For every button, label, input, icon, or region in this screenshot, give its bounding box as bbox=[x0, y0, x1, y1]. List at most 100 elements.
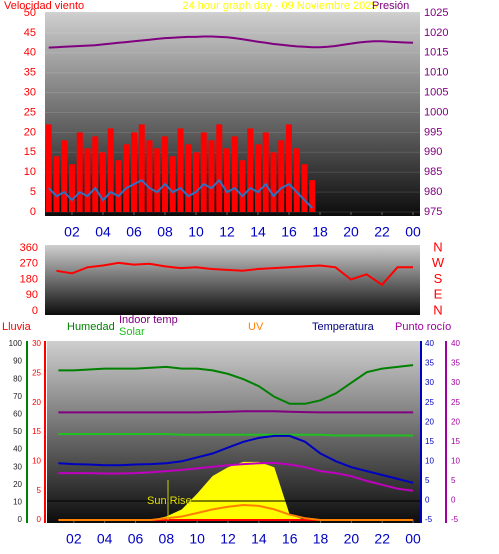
tick-label: 1010 bbox=[424, 67, 448, 79]
tick-label: N bbox=[433, 239, 442, 254]
bar bbox=[262, 132, 269, 212]
bar bbox=[255, 144, 262, 212]
bar bbox=[278, 140, 285, 212]
bar bbox=[301, 164, 308, 212]
tick-label: 35 bbox=[24, 67, 36, 79]
tick-label: 15 bbox=[451, 437, 460, 446]
x-tick-label: 04 bbox=[97, 531, 113, 547]
x-tick-label: 12 bbox=[219, 224, 235, 240]
bar bbox=[146, 140, 153, 212]
legend-dew: Punto rocío bbox=[395, 321, 451, 333]
bar bbox=[231, 136, 238, 212]
tick-label: 90 bbox=[26, 289, 38, 301]
tick-label: 0 bbox=[425, 496, 430, 505]
bar bbox=[76, 132, 83, 212]
legend-indoor: Indoor temp bbox=[119, 314, 178, 326]
tick-label: W bbox=[432, 255, 445, 270]
tick-label: 1020 bbox=[424, 27, 448, 39]
tick-label: 100 bbox=[9, 339, 23, 348]
bar bbox=[123, 144, 130, 212]
bar bbox=[161, 136, 168, 212]
bar bbox=[138, 124, 145, 212]
tick-label: 10 bbox=[451, 456, 460, 465]
tick-label: 180 bbox=[20, 273, 38, 285]
tick-label: 25 bbox=[451, 398, 460, 407]
x-tick-label: 02 bbox=[64, 224, 80, 240]
x-tick-label: 16 bbox=[281, 224, 297, 240]
x-tick-label: 00 bbox=[405, 224, 421, 240]
legend-uv: UV bbox=[248, 321, 264, 333]
x-tick-label: 00 bbox=[405, 531, 421, 547]
tick-label: 60 bbox=[13, 410, 22, 419]
bar bbox=[130, 132, 137, 212]
tick-label: 80 bbox=[13, 374, 22, 383]
bar bbox=[286, 124, 293, 212]
tick-label: 975 bbox=[424, 206, 442, 218]
tick-label: 0 bbox=[30, 206, 36, 218]
tick-label: 5 bbox=[37, 486, 42, 495]
x-tick-label: 10 bbox=[189, 531, 205, 547]
bar bbox=[115, 160, 122, 212]
line bbox=[47, 178, 314, 209]
marks bbox=[45, 12, 420, 523]
line bbox=[58, 364, 414, 405]
tick-label: 5 bbox=[30, 186, 36, 198]
bar bbox=[185, 144, 192, 212]
legend-solar: Solar bbox=[119, 326, 145, 338]
bar bbox=[200, 132, 207, 212]
line bbox=[58, 433, 414, 437]
bar bbox=[247, 128, 254, 212]
x-tick-label: 02 bbox=[66, 531, 82, 547]
line bbox=[58, 503, 414, 521]
tick-label: 15 bbox=[32, 427, 41, 436]
x-tick-label: 22 bbox=[374, 224, 390, 240]
tick-label: 0 bbox=[18, 515, 23, 524]
x-tick-label: 14 bbox=[250, 224, 266, 240]
legend-humidity: Humedad bbox=[67, 321, 115, 333]
bar bbox=[309, 180, 316, 212]
tick-label: 50 bbox=[24, 7, 36, 19]
tick-label: 25 bbox=[32, 368, 41, 377]
tick-label: 270 bbox=[20, 258, 38, 270]
bar bbox=[154, 148, 161, 212]
tick-label: 5 bbox=[425, 476, 430, 485]
tick-label: 45 bbox=[24, 27, 36, 39]
bar bbox=[92, 136, 99, 212]
tick-label: 35 bbox=[425, 359, 434, 368]
tick-label: 40 bbox=[425, 339, 434, 348]
line bbox=[48, 35, 414, 49]
x-tick-label: 18 bbox=[313, 531, 329, 547]
line bbox=[58, 461, 414, 492]
tick-label: 40 bbox=[13, 445, 22, 454]
tick-label: 1025 bbox=[424, 7, 448, 19]
tick-label: 360 bbox=[20, 242, 38, 254]
tick-label: 1015 bbox=[424, 47, 448, 59]
x-tick-label: 10 bbox=[188, 224, 204, 240]
bar bbox=[99, 152, 106, 212]
x-tick-label: 08 bbox=[159, 531, 175, 547]
tick-label: 0 bbox=[32, 305, 38, 317]
tick-label: 30 bbox=[32, 339, 41, 348]
tick-label: -5 bbox=[451, 515, 459, 524]
bar bbox=[192, 152, 199, 212]
tick-label: 30 bbox=[425, 378, 434, 387]
tick-label: 995 bbox=[424, 126, 442, 138]
tick-label: 70 bbox=[13, 392, 22, 401]
tick-label: 1005 bbox=[424, 87, 448, 99]
bar bbox=[239, 160, 246, 212]
tick-label: 15 bbox=[24, 146, 36, 158]
tick-label: 10 bbox=[13, 498, 22, 507]
bar bbox=[208, 140, 215, 212]
tick-label: 15 bbox=[425, 437, 434, 446]
tick-label: 40 bbox=[24, 47, 36, 59]
x-tick-label: 22 bbox=[374, 531, 390, 547]
tick-label: S bbox=[434, 271, 443, 286]
tick-label: 10 bbox=[425, 456, 434, 465]
bar bbox=[216, 124, 223, 212]
x-tick-label: 14 bbox=[251, 531, 267, 547]
tick-label: 30 bbox=[24, 87, 36, 99]
bar bbox=[45, 124, 52, 212]
x-tick-label: 20 bbox=[344, 531, 360, 547]
tick-label: 40 bbox=[451, 339, 460, 348]
bar bbox=[68, 164, 75, 212]
